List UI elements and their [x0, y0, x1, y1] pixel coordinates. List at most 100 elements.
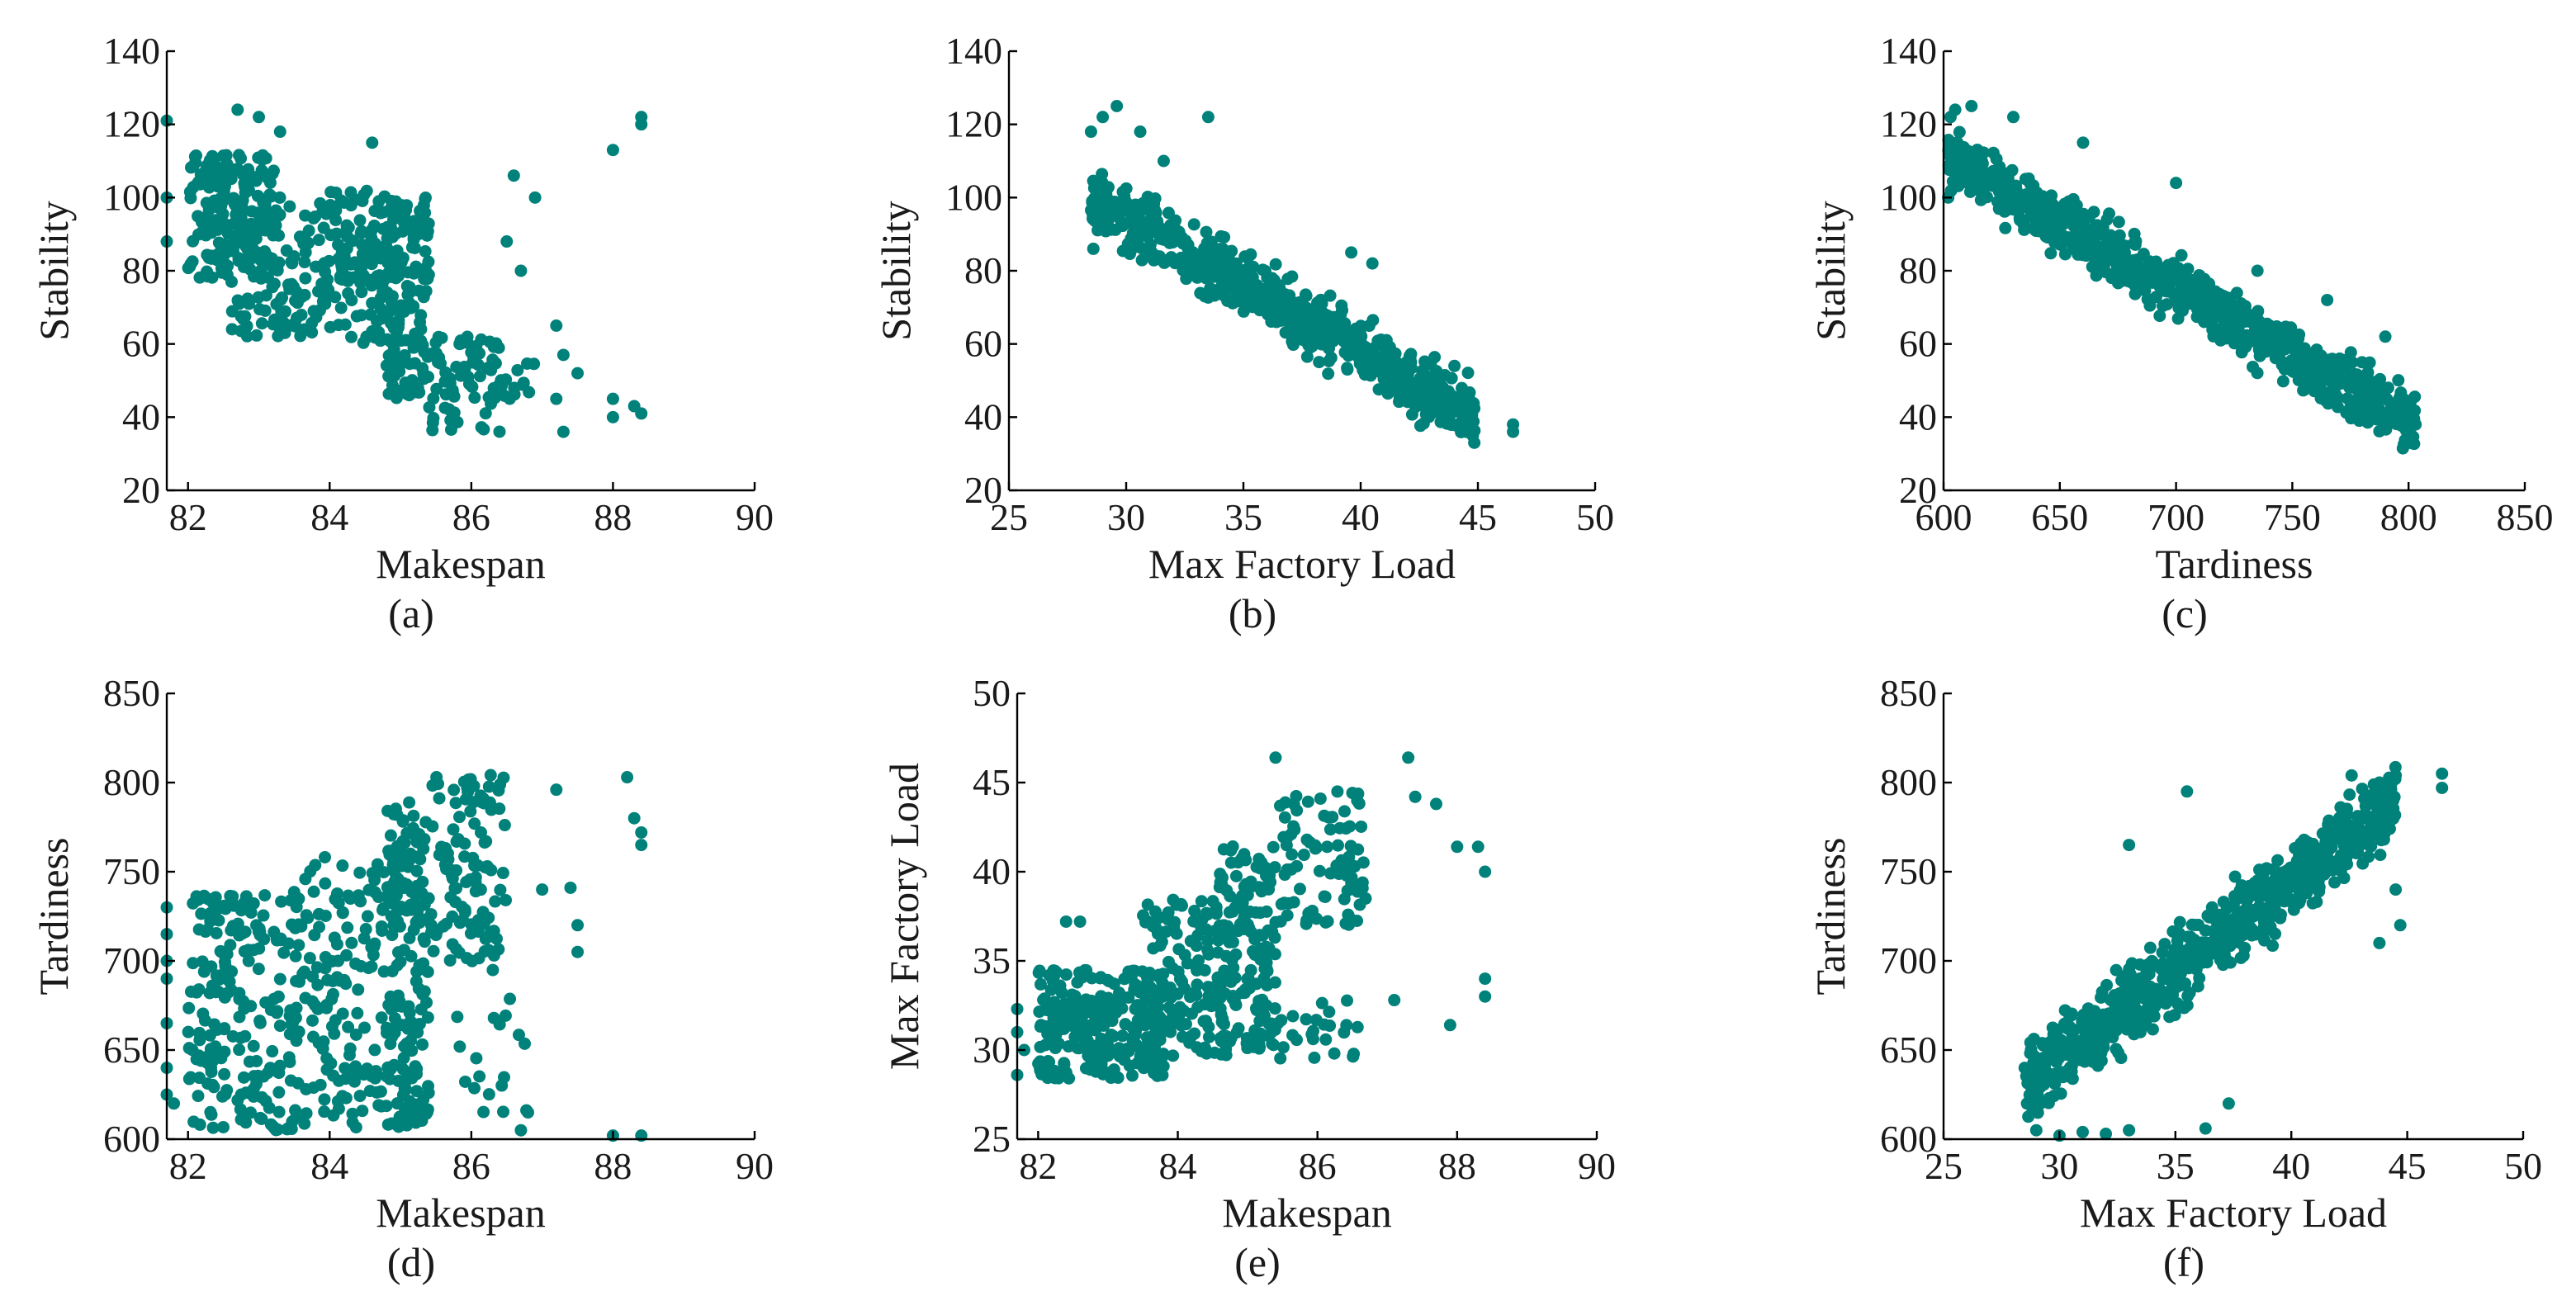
data-point — [434, 357, 447, 370]
data-point — [399, 214, 412, 227]
data-point — [349, 1028, 362, 1041]
data-point — [2143, 941, 2157, 954]
data-point — [571, 945, 585, 958]
data-point — [1218, 964, 1231, 977]
data-point — [1338, 317, 1352, 330]
data-point — [1116, 185, 1129, 198]
data-point — [1117, 991, 1130, 1004]
data-point — [319, 909, 332, 922]
data-point — [2237, 338, 2250, 351]
data-point — [394, 955, 407, 968]
data-point — [1471, 840, 1485, 854]
data-point — [2293, 368, 2306, 381]
data-point — [511, 363, 524, 376]
data-point — [2024, 208, 2038, 221]
data-point — [407, 1024, 420, 1037]
data-point — [245, 205, 258, 218]
data-point — [1125, 1069, 1139, 1082]
y-tick-label: 60 — [122, 323, 160, 365]
data-point — [1113, 201, 1126, 215]
data-point — [485, 863, 498, 877]
data-point — [514, 264, 528, 277]
data-point — [356, 1105, 369, 1118]
data-point — [320, 207, 333, 220]
data-point — [410, 1067, 424, 1081]
data-point — [2100, 1128, 2113, 1141]
data-point — [2158, 938, 2171, 951]
data-point — [451, 1010, 464, 1024]
data-point — [2208, 926, 2221, 939]
data-point — [335, 260, 348, 273]
x-tick-label: 90 — [1578, 1145, 1616, 1187]
data-point — [2374, 388, 2387, 401]
data-point — [312, 234, 325, 247]
data-point — [508, 388, 521, 401]
data-point — [184, 161, 197, 174]
data-point — [1269, 258, 1282, 271]
x-tick-label: 88 — [594, 1145, 632, 1187]
data-point — [1286, 1010, 1300, 1023]
data-point — [1250, 860, 1263, 873]
panel-b-axes: 25 30 35 40 45 50 20 40 60 80 100 120 140 — [945, 30, 1614, 538]
data-point — [2404, 395, 2417, 408]
data-point — [277, 316, 290, 329]
data-point — [327, 1109, 340, 1122]
data-point — [2170, 177, 2183, 190]
data-point — [447, 783, 461, 797]
data-point — [2355, 830, 2368, 844]
panel-f-x-axis-label: Max Factory Load — [2080, 1190, 2387, 1236]
data-point — [499, 1009, 512, 1022]
data-point — [1049, 966, 1063, 979]
data-point — [2175, 248, 2188, 262]
data-point — [2058, 248, 2072, 261]
data-point — [1141, 190, 1154, 203]
data-point — [2109, 269, 2122, 282]
data-point — [224, 939, 237, 952]
data-point — [564, 881, 577, 894]
data-point — [1346, 787, 1359, 800]
data-point — [2076, 1034, 2090, 1047]
data-point — [606, 410, 619, 423]
data-point — [2290, 338, 2303, 352]
data-point — [1339, 917, 1352, 930]
data-point — [473, 370, 486, 383]
data-point — [350, 310, 363, 323]
data-point — [267, 229, 280, 242]
data-point — [1315, 325, 1328, 338]
data-point — [419, 245, 432, 258]
data-point — [2053, 204, 2067, 217]
data-point — [2018, 223, 2031, 236]
data-point — [1324, 289, 1337, 302]
data-point — [2006, 186, 2020, 199]
data-point — [2166, 988, 2180, 1001]
data-point — [2024, 1047, 2037, 1060]
data-point — [2373, 936, 2386, 949]
data-point — [1353, 357, 1366, 371]
data-point — [446, 872, 459, 885]
data-point — [273, 1019, 286, 1033]
data-point — [367, 940, 381, 953]
data-point — [253, 1016, 267, 1029]
data-point — [374, 1085, 387, 1098]
data-point — [168, 1097, 181, 1110]
data-point — [1215, 1034, 1228, 1048]
data-point — [1314, 792, 1327, 805]
data-point — [1967, 149, 1980, 162]
data-point — [1290, 789, 1303, 802]
data-point — [2039, 208, 2053, 221]
data-point — [1177, 263, 1190, 277]
data-point — [1281, 863, 1294, 876]
data-point — [1226, 840, 1239, 853]
data-point — [233, 1010, 246, 1024]
data-point — [462, 773, 476, 786]
panel-e-caption: (e) — [1234, 1239, 1281, 1285]
x-tick-label: 88 — [1438, 1145, 1476, 1187]
data-point — [2222, 1097, 2235, 1110]
y-tick-label: 120 — [945, 103, 1002, 145]
data-point — [1237, 852, 1250, 865]
data-point — [1450, 419, 1463, 432]
data-point — [2256, 340, 2270, 353]
data-point — [1218, 1018, 1231, 1031]
data-point — [329, 186, 343, 199]
data-point — [238, 1111, 251, 1124]
